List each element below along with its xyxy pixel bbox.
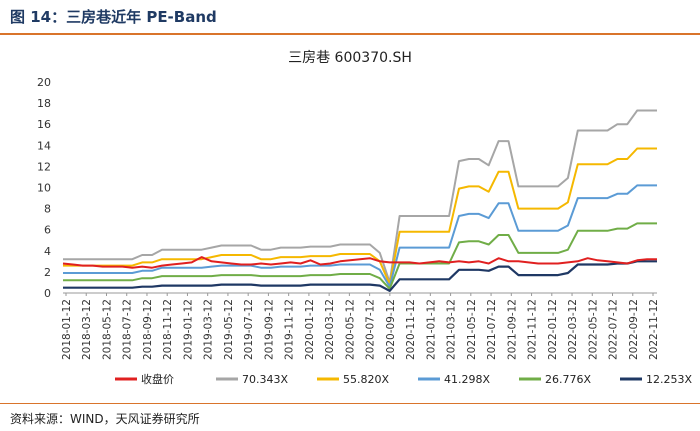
x-tick-label: 2021-07-12 (486, 299, 498, 360)
y-tick-label: 20 (37, 76, 51, 89)
x-tick-label: 2019-05-12 (223, 299, 235, 360)
x-tick-label: 2022-01-12 (547, 299, 559, 360)
source-note: 资料来源：WIND，天风证券研究所 (10, 412, 200, 426)
x-tick-label: 2019-07-12 (243, 299, 255, 360)
legend-label: 26.776X (545, 373, 591, 386)
y-tick-label: 6 (44, 224, 51, 237)
axes: 0 2 4 6 8 10 12 14 16 18 20 2018-01-12 2018-03-12 201… (37, 76, 660, 360)
series-line-4 (63, 222, 657, 290)
x-tick-label: 2018-07-12 (122, 299, 134, 360)
x-tick-label: 2022-05-12 (587, 299, 599, 360)
x-tick-label: 2018-09-12 (142, 299, 154, 360)
x-tick-label: 2022-07-12 (608, 299, 620, 360)
x-tick-label: 2021-09-12 (506, 299, 518, 360)
x-tick-label: 2019-01-12 (182, 299, 194, 360)
series-line-5 (63, 260, 657, 292)
x-tick-label: 2022-11-12 (648, 299, 660, 360)
figure-title: 图 14：三房巷近年 PE-Band (10, 8, 217, 26)
x-tick-label: 2021-11-12 (527, 299, 539, 360)
series-line-0 (62, 256, 657, 269)
x-tick-label: 2020-03-12 (324, 299, 336, 360)
figure-header: 图 14：三房巷近年 PE-Band (0, 0, 700, 35)
x-tick-label: 2022-03-12 (567, 299, 579, 360)
x-tick-label: 2021-05-12 (466, 299, 478, 360)
x-tick-label: 2018-05-12 (101, 299, 113, 360)
x-tick-label: 2018-03-12 (81, 299, 93, 360)
x-tick-label: 2020-01-12 (304, 299, 316, 360)
y-tick-label: 18 (37, 97, 51, 110)
series-line-3 (63, 184, 657, 288)
y-tick-label: 0 (44, 287, 51, 300)
series-line-2 (63, 147, 657, 286)
x-tick-label: 2019-09-12 (263, 299, 275, 360)
x-tick-label: 2020-05-12 (344, 299, 356, 360)
legend-label: 收盘价 (141, 372, 174, 386)
y-tick-label: 14 (37, 139, 51, 152)
legend: 收盘价 70.343X 55.820X 41.298X 26.776X 12.253X (115, 372, 692, 386)
chart-title: 三房巷 600370.SH (288, 50, 412, 66)
y-tick-label: 8 (44, 203, 51, 216)
legend-label: 70.343X (242, 373, 288, 386)
header-rule (0, 33, 700, 35)
y-tick-label: 10 (37, 182, 51, 195)
x-tick-label: 2021-03-12 (446, 299, 458, 360)
x-tick-label: 2021-01-12 (425, 299, 437, 360)
pe-band-chart: 三房巷 600370.SH 0 2 4 6 8 10 12 14 16 18 20 2018-01-1… (37, 50, 692, 386)
y-tick-label: 12 (37, 160, 51, 173)
legend-label: 55.820X (343, 373, 389, 386)
series-lines (62, 109, 657, 292)
x-tick-label: 2019-11-12 (284, 299, 296, 360)
x-tick-label: 2019-03-12 (203, 299, 215, 360)
y-tick-label: 2 (44, 266, 51, 279)
x-tick-label: 2020-09-12 (385, 299, 397, 360)
series-line-1 (63, 109, 657, 284)
x-tick-label: 2022-09-12 (628, 299, 640, 360)
legend-label: 12.253X (646, 373, 692, 386)
footer-rule (0, 403, 700, 404)
legend-label: 41.298X (444, 373, 490, 386)
x-tick-label: 2020-11-12 (405, 299, 417, 360)
y-tick-label: 4 (44, 245, 51, 258)
chart-area: 三房巷 600370.SH 0 2 4 6 8 10 12 14 16 18 20 2018-01-1… (0, 38, 700, 398)
x-tick-label: 2018-01-12 (61, 299, 73, 360)
x-tick-label: 2020-07-12 (365, 299, 377, 360)
x-tick-label: 2018-11-12 (162, 299, 174, 360)
y-tick-label: 16 (37, 118, 51, 131)
